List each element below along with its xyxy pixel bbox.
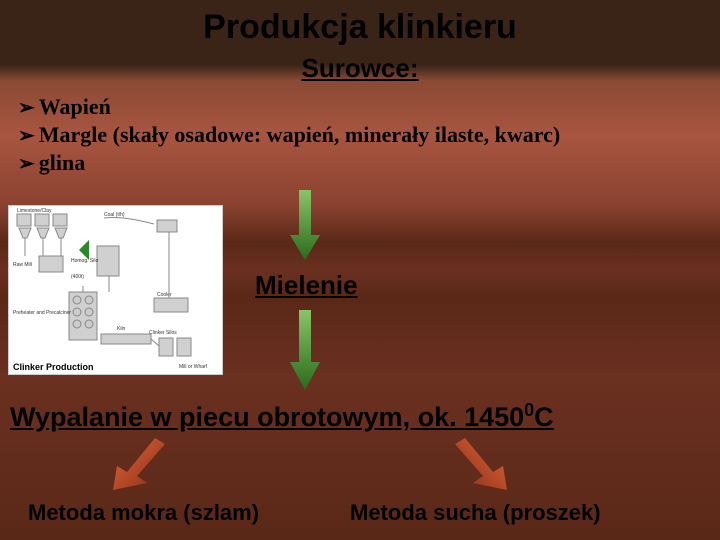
diagram-label: Clinker Silos <box>149 330 177 336</box>
bullet-marker-icon: ➢ <box>18 153 35 175</box>
step-mielenie: Mielenie <box>255 270 358 301</box>
page-title: Produkcja klinkieru <box>0 0 720 47</box>
wypalanie-after: C <box>534 402 554 432</box>
bullet-text: Margle (skały osadowe: wapień, minerały … <box>39 122 560 147</box>
bullet-text: Wapień <box>39 94 111 119</box>
diagram-label: Raw Mill <box>13 262 32 268</box>
method-dry: Metoda sucha (proszek) <box>350 500 601 526</box>
bullet-marker-icon: ➢ <box>18 125 35 147</box>
diagram-label: Kiln <box>117 326 126 332</box>
method-wet: Metoda mokra (szlam) <box>28 500 259 526</box>
bullet-text: glina <box>39 150 85 175</box>
diagram-label: Coal (t/h) <box>104 212 125 218</box>
diagram-label: Limestone/Clay <box>17 208 52 214</box>
wypalanie-sup: 0 <box>524 400 534 420</box>
bullet-list: ➢Wapień ➢Margle (skały osadowe: wapień, … <box>18 94 720 176</box>
diagram-label: (400t) <box>71 274 84 280</box>
bullet-item: ➢Wapień <box>18 94 720 120</box>
diagram-label: Preheater and Precalciner <box>13 310 71 316</box>
bullet-item: ➢Margle (skały osadowe: wapień, minerały… <box>18 122 720 148</box>
step-wypalanie: Wypalanie w piecu obrotowym, ok. 14500C <box>10 400 554 433</box>
diagram-label: Homog. Silo <box>71 258 98 264</box>
bullet-marker-icon: ➢ <box>18 97 35 119</box>
arrow-down-icon <box>290 190 320 260</box>
arrow-down-icon <box>290 310 320 390</box>
bullet-item: ➢glina <box>18 150 720 176</box>
subtitle: Surowce: <box>0 53 720 84</box>
arrow-diag-right-icon <box>445 438 515 493</box>
process-diagram: Limestone/Clay Coal (t/h) Raw Mill Homog… <box>8 205 223 375</box>
arrow-diag-left-icon <box>105 438 175 493</box>
diagram-caption: Clinker Production <box>13 362 94 372</box>
diagram-svg: Limestone/Clay Coal (t/h) Raw Mill Homog… <box>9 206 224 376</box>
wypalanie-text: Wypalanie w piecu obrotowym, ok. 1450 <box>10 402 524 432</box>
diagram-label: Cooler <box>157 292 172 298</box>
diagram-label: Mill or Wharf <box>179 364 208 370</box>
